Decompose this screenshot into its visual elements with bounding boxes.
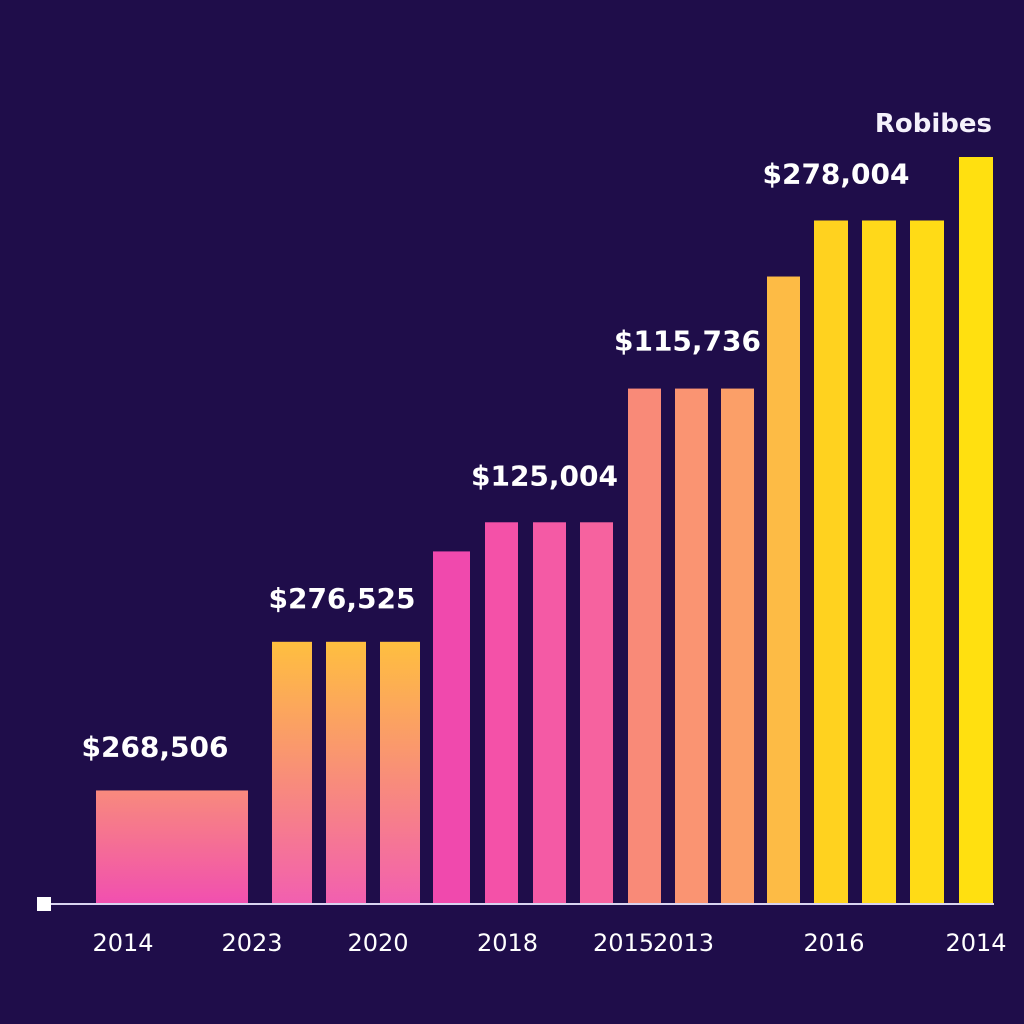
bar-12 <box>767 276 800 904</box>
x-tick-label-8: 2014 <box>945 929 1006 957</box>
x-tick-label-1: 2014 <box>92 929 153 957</box>
data-label-3: $125,004 <box>471 459 618 492</box>
bar-10 <box>675 388 708 904</box>
bar-15 <box>910 220 944 904</box>
axis-origin-marker <box>37 897 51 911</box>
x-tick-label-6: 2013 <box>653 929 714 957</box>
bars-layer <box>96 157 993 904</box>
bar-13 <box>814 220 848 904</box>
x-tick-label-3: 2020 <box>347 929 408 957</box>
data-label-2: $276,525 <box>268 582 415 615</box>
x-tick-label-7: 2016 <box>803 929 864 957</box>
bar-11 <box>721 388 754 904</box>
bar-14 <box>862 220 896 904</box>
bar-2 <box>272 641 312 904</box>
x-tick-label-2: 2023 <box>221 929 282 957</box>
labels-layer: $268,506 $276,525 $125,004 $115,736 $278,004 <box>81 157 909 763</box>
bar-4 <box>380 641 420 904</box>
bar-5 <box>433 551 470 904</box>
bar-9 <box>628 388 661 904</box>
data-label-1: $268,506 <box>81 730 228 763</box>
x-tick-label-5: 2015 <box>593 929 654 957</box>
bar-7 <box>533 522 566 904</box>
chart-title: Robibes <box>875 109 992 139</box>
bar-3 <box>326 641 366 904</box>
data-label-4: $115,736 <box>614 325 761 358</box>
bar-16 <box>959 157 993 904</box>
bar-1 <box>96 790 248 904</box>
bar-8 <box>580 522 613 904</box>
data-label-5: $278,004 <box>762 157 909 190</box>
x-tick-label-4: 2018 <box>477 929 538 957</box>
bar-6 <box>485 522 518 904</box>
